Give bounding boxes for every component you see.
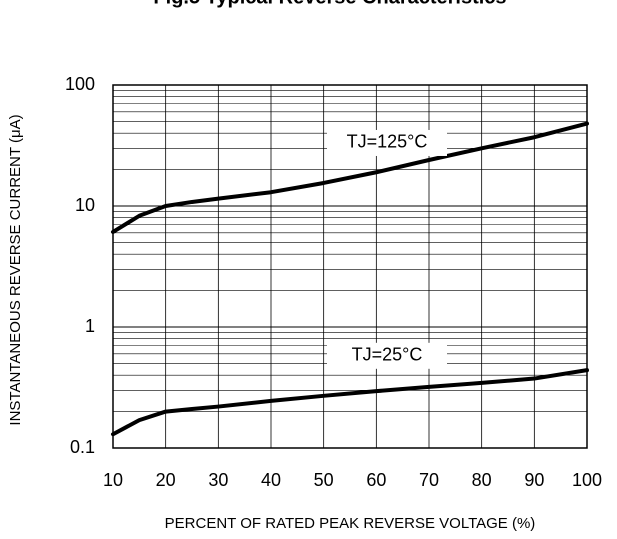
series-line <box>111 121 589 234</box>
x-tick-label: 70 <box>419 470 439 490</box>
y-tick-label: 1 <box>85 316 95 336</box>
legend-background <box>327 342 447 369</box>
y-axis-label: INSTANTANEOUS REVERSE CURRENT (μA) <box>7 114 24 425</box>
x-tick-label: 20 <box>156 470 176 490</box>
x-tick-label: 90 <box>524 470 544 490</box>
x-axis-label: PERCENT OF RATED PEAK REVERSE VOLTAGE (%… <box>165 515 536 532</box>
x-tick-label: 40 <box>261 470 281 490</box>
y-tick-label: 100 <box>65 74 95 94</box>
legend-background <box>327 129 447 156</box>
y-tick-label: 10 <box>75 195 95 215</box>
chart-title: Fig.5 Typical Reverse Characteristics <box>153 0 506 8</box>
x-tick-label: 50 <box>314 470 334 490</box>
series-label: TJ=125°C <box>347 132 428 152</box>
series-label: TJ=25°C <box>352 345 423 365</box>
plot-frame <box>112 84 588 449</box>
x-tick-label: 80 <box>472 470 492 490</box>
x-tick-label: 30 <box>208 470 228 490</box>
x-tick-label: 60 <box>366 470 386 490</box>
series-line <box>111 368 589 437</box>
x-tick-label: 10 <box>103 470 123 490</box>
y-tick-label: 0.1 <box>70 437 95 457</box>
x-tick-label: 100 <box>572 470 602 490</box>
